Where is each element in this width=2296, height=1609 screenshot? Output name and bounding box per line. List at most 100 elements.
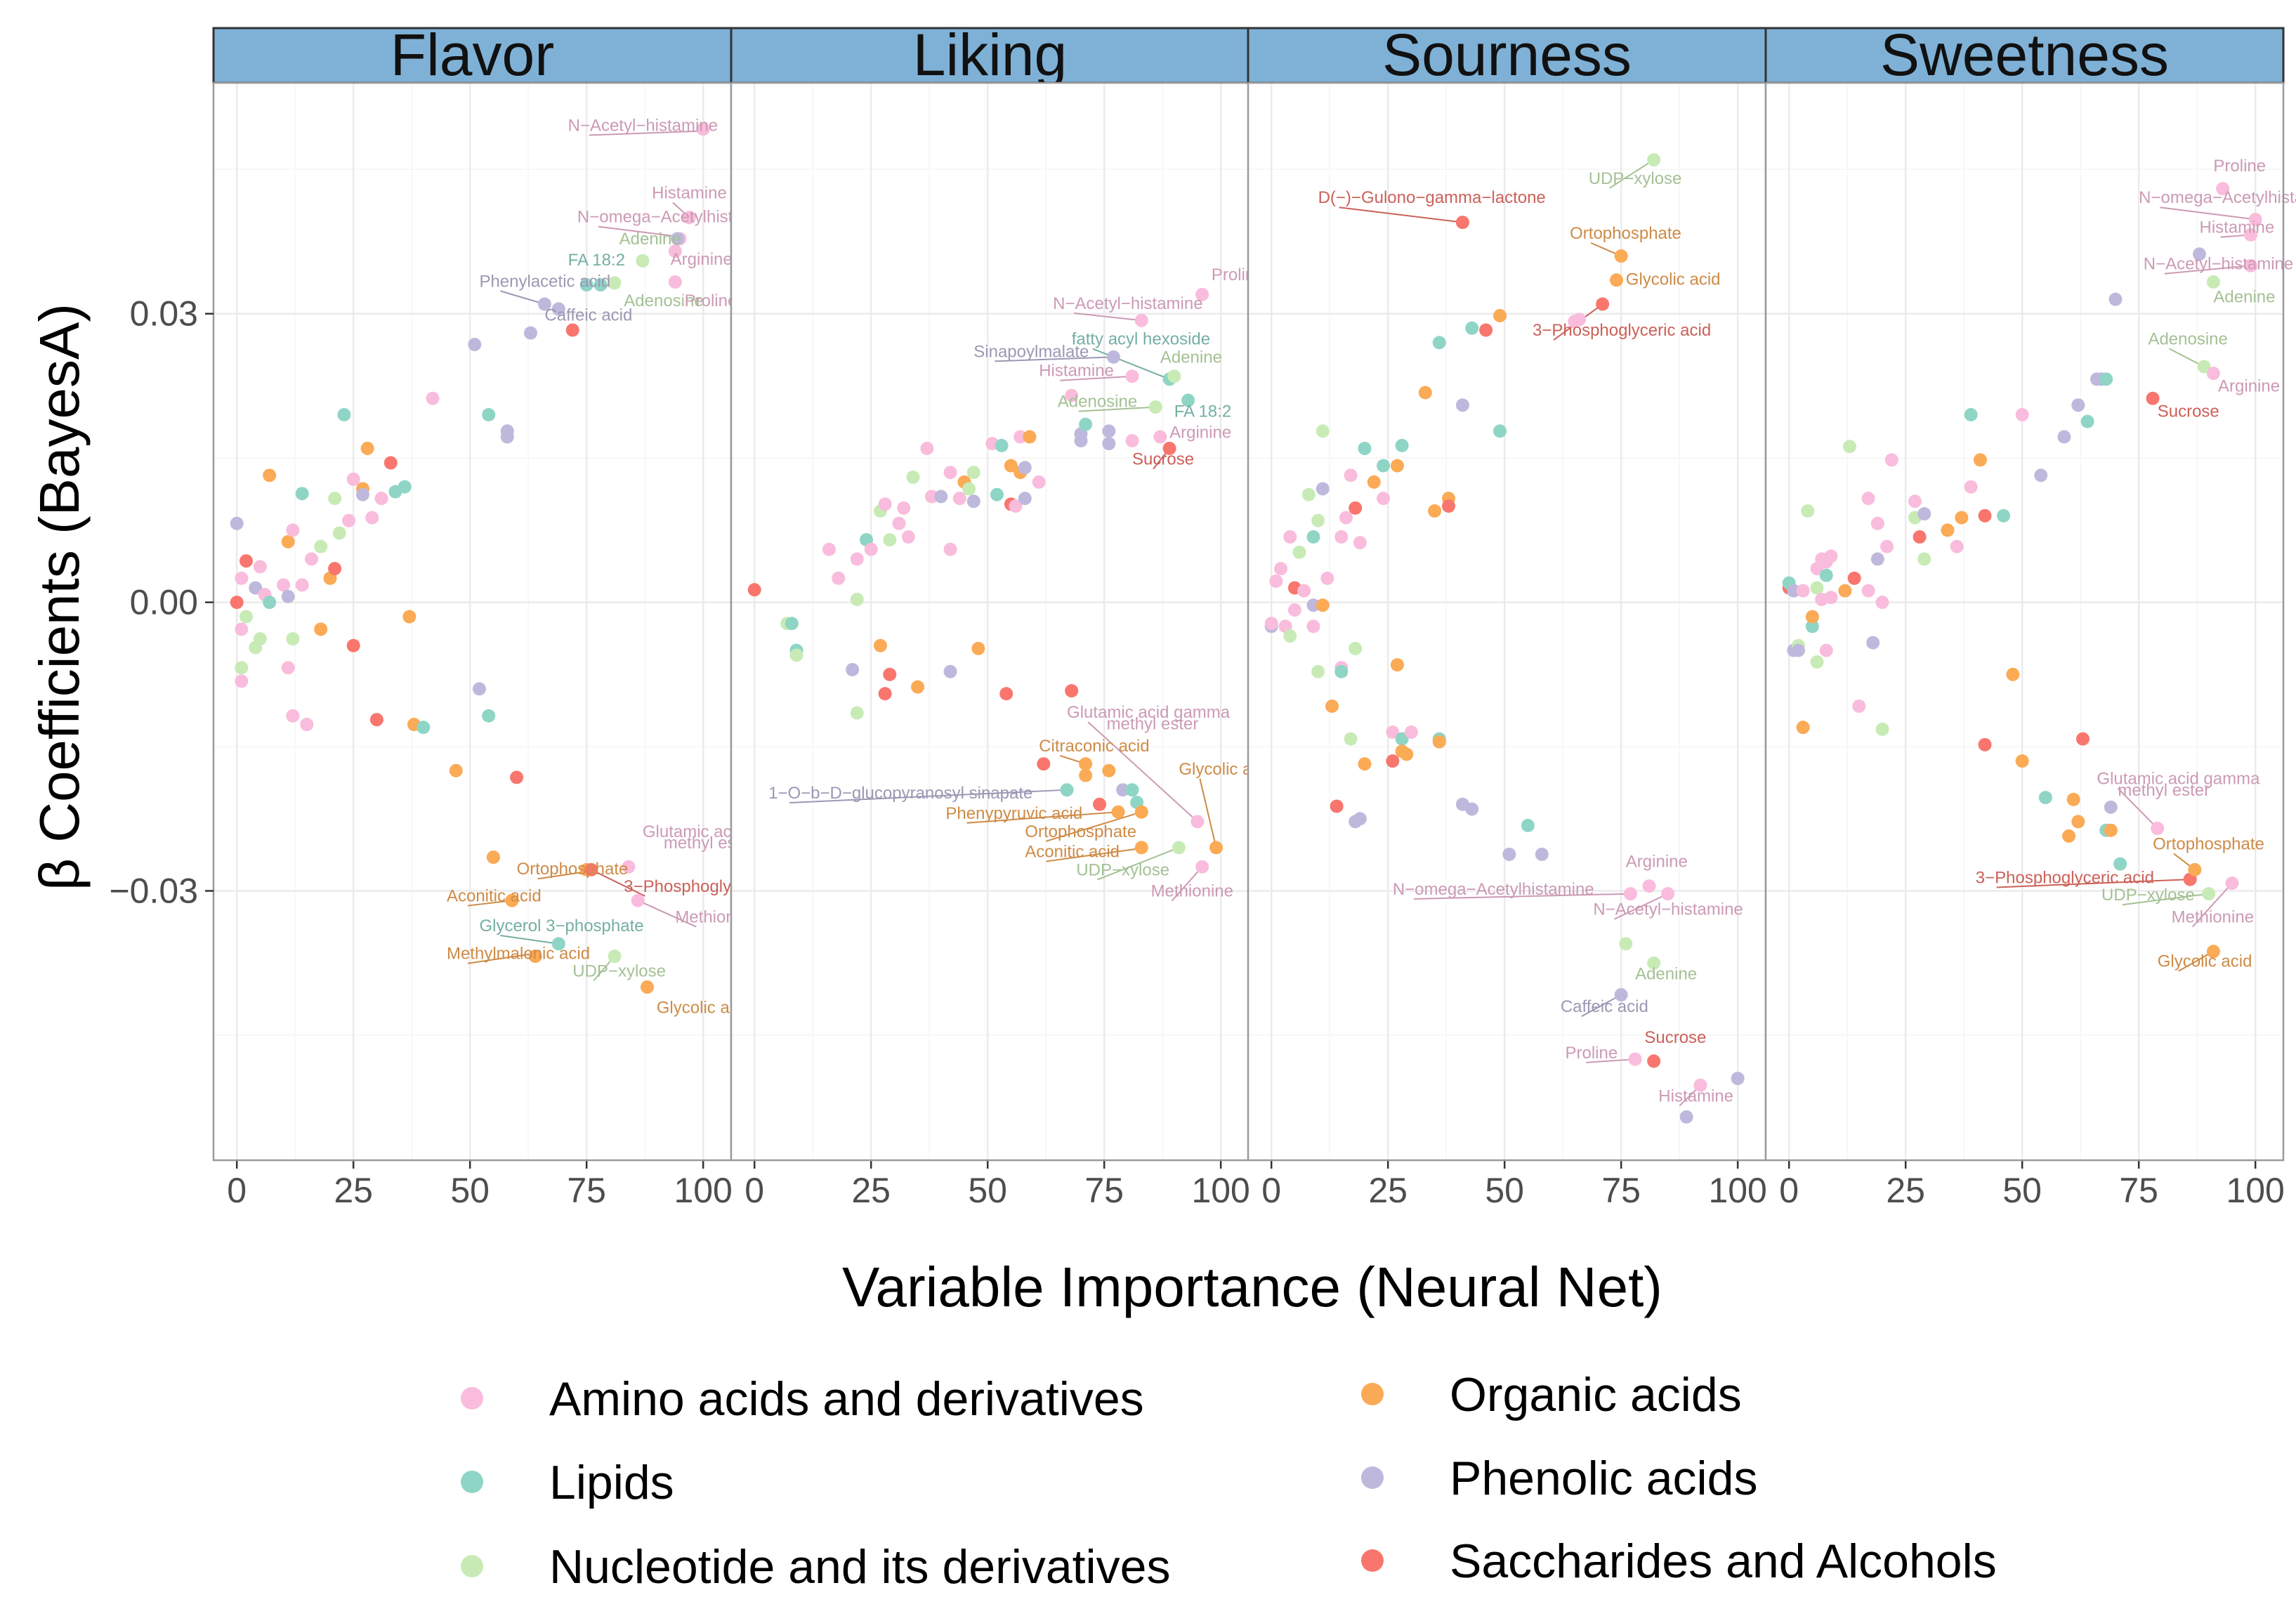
- data-point-lipids: [2038, 791, 2052, 805]
- data-point-amino-acids-and-derivatives: [1884, 453, 1898, 467]
- data-point-amino-acids-and-derivatives: [1861, 584, 1875, 598]
- data-point-amino-acids-and-derivatives: [952, 492, 966, 506]
- data-point-lipids: [1805, 619, 1819, 633]
- data-point-organic-acids: [1079, 768, 1093, 782]
- data-point-saccharides-and-alcohols: [1093, 797, 1107, 811]
- data-point-saccharides-and-alcohols: [1847, 571, 1861, 585]
- data-point-phenolic-acids: [1018, 492, 1032, 506]
- data-point-amino-acids-and-derivatives: [1153, 430, 1167, 444]
- data-point-nucleotide-and-its-derivatives: [1801, 504, 1815, 518]
- x-tick-label: 50: [1485, 1171, 1524, 1210]
- x-tick-label: 25: [851, 1171, 891, 1210]
- label-leader-line: [2164, 265, 2251, 275]
- label-leader-line: [1096, 846, 1179, 881]
- data-point-amino-acids-and-derivatives: [668, 275, 682, 289]
- data-point-organic-acids: [1004, 459, 1018, 473]
- x-tick-label: 75: [567, 1171, 606, 1210]
- data-point-amino-acids-and-derivatives: [1386, 725, 1400, 740]
- data-point-lipids: [1465, 321, 1479, 335]
- point-label: Histamine: [2199, 218, 2274, 237]
- label-leader-line: [995, 356, 1114, 362]
- point-label: N−omega−Acetylhistamine: [2139, 188, 2296, 207]
- point-label: Histamine: [1039, 362, 1114, 381]
- data-point-phenolic-acids: [2108, 292, 2123, 306]
- data-point-lipids: [416, 721, 431, 735]
- data-point-lipids: [1377, 459, 1391, 473]
- data-point-amino-acids-and-derivatives: [253, 560, 267, 574]
- data-point-amino-acids-and-derivatives: [1306, 619, 1320, 633]
- strip-title-sweetness: Sweetness: [1880, 22, 2169, 88]
- data-point-lipids: [263, 596, 277, 610]
- point-label: FA 18:2: [568, 251, 625, 270]
- data-point-amino-acids-and-derivatives: [622, 860, 636, 874]
- x-tick-label: 100: [1191, 1171, 1249, 1210]
- panel-background: [1248, 83, 1766, 1160]
- data-point-nucleotide-and-its-derivatives: [883, 533, 897, 547]
- data-point-amino-acids-and-derivatives: [1134, 313, 1148, 327]
- strip-title-liking: Liking: [913, 22, 1067, 88]
- label-leader-line: [966, 811, 1119, 824]
- label-leader-line: [1581, 994, 1622, 1017]
- x-tick-label: 75: [1084, 1171, 1124, 1210]
- y-tick-label: −0.03: [109, 872, 198, 911]
- legend-key-amino-acids-and-derivatives: [461, 1387, 483, 1410]
- point-label: N−Acetyl−histamine: [568, 116, 718, 135]
- data-point-nucleotide-and-its-derivatives: [636, 254, 650, 268]
- data-point-lipids: [995, 438, 1009, 452]
- data-point-amino-acids-and-derivatives: [696, 122, 710, 136]
- x-tick-label: 25: [1886, 1171, 1925, 1210]
- data-point-amino-acids-and-derivatives: [864, 542, 878, 556]
- data-point-lipids: [1060, 783, 1074, 797]
- data-point-amino-acids-and-derivatives: [426, 391, 440, 405]
- data-point-nucleotide-and-its-derivatives: [1917, 552, 1931, 566]
- data-point-amino-acids-and-derivatives: [281, 661, 295, 675]
- data-point-organic-acids: [263, 468, 277, 482]
- legend-key-lipids: [461, 1471, 483, 1493]
- label-leader-line: [1087, 721, 1198, 822]
- data-point-organic-acids: [1102, 763, 1116, 777]
- data-point-amino-acids-and-derivatives: [304, 552, 318, 566]
- legend-label-saccharides-and-alcohols: Saccharides and Alcohols: [1450, 1535, 1997, 1588]
- data-point-phenolic-acids: [1102, 437, 1116, 451]
- data-point-amino-acids-and-derivatives: [2206, 367, 2220, 381]
- data-point-organic-acids: [1079, 757, 1093, 771]
- data-point-organic-acids: [402, 610, 416, 624]
- data-point-saccharides-and-alcohols: [369, 713, 383, 727]
- data-point-phenolic-acids: [1502, 847, 1516, 861]
- data-point-organic-acids: [360, 441, 374, 455]
- data-point-amino-acids-and-derivatives: [1125, 369, 1139, 383]
- point-label: Methionine: [1151, 882, 1233, 901]
- data-point-amino-acids-and-derivatives: [1065, 388, 1079, 402]
- point-label: Proline: [685, 291, 737, 310]
- data-point-phenolic-acids: [1614, 987, 1628, 1001]
- data-point-amino-acids-and-derivatives: [1195, 287, 1209, 301]
- data-point-amino-acids-and-derivatives: [1264, 617, 1278, 631]
- data-point-amino-acids-and-derivatives: [2151, 821, 2165, 835]
- data-point-amino-acids-and-derivatives: [1320, 571, 1334, 585]
- strip-sweetness: [1764, 27, 2285, 84]
- data-point-nucleotide-and-its-derivatives: [1167, 369, 1181, 383]
- data-point-saccharides-and-alcohols: [230, 596, 244, 610]
- data-point-lipids: [1125, 783, 1139, 797]
- data-point-phenolic-acids: [1731, 1072, 1745, 1086]
- data-point-amino-acids-and-derivatives: [920, 441, 934, 455]
- point-label: 3−Phosphoglyceric acid: [1533, 321, 1711, 340]
- label-leader-line: [789, 789, 1068, 804]
- strip-title-flavor: Flavor: [391, 22, 554, 88]
- data-point-amino-acids-and-derivatives: [1875, 596, 1889, 610]
- data-point-saccharides-and-alcohols: [1349, 501, 1363, 515]
- data-point-nucleotide-and-its-derivatives: [1810, 581, 1824, 595]
- data-point-nucleotide-and-its-derivatives: [906, 471, 920, 485]
- label-leader-line: [2191, 882, 2233, 928]
- point-label: methyl ester: [2118, 781, 2210, 800]
- data-point-phenolic-acids: [249, 581, 263, 595]
- data-point-organic-acids: [1134, 841, 1148, 855]
- data-point-phenolic-acids: [1316, 482, 1330, 496]
- data-point-phenolic-acids: [281, 589, 295, 603]
- data-point-saccharides-and-alcohols: [2075, 732, 2090, 746]
- point-label: fatty acyl hexoside: [1072, 330, 1210, 349]
- label-leader-line: [500, 290, 545, 305]
- data-point-amino-acids-and-derivatives: [892, 516, 906, 530]
- data-point-nucleotide-and-its-derivatives: [1810, 655, 1824, 669]
- data-point-amino-acids-and-derivatives: [1287, 603, 1301, 617]
